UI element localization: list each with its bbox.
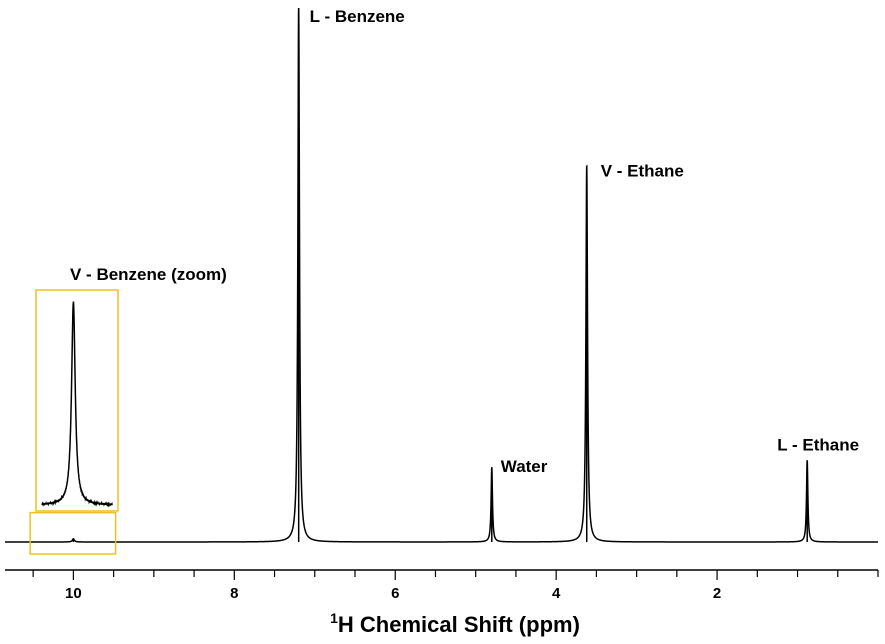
peak-label-v-ethane: V - Ethane	[601, 162, 684, 181]
peak-label-l-ethane: L - Ethane	[777, 435, 859, 454]
zoom-inset-label: V - Benzene (zoom)	[70, 265, 227, 284]
zoom-source-box	[29, 511, 117, 555]
x-tick-label: 4	[552, 585, 561, 602]
spectrum-trace	[5, 8, 878, 543]
peak-label-l-benzene: L - Benzene	[310, 7, 405, 26]
x-axis: 10 8 6 4 2 1H Chemical Shift (ppm)	[5, 569, 879, 637]
x-tick-label: 2	[713, 585, 721, 602]
spectrum-layer	[5, 8, 878, 543]
zoom-inset: V - Benzene (zoom)	[29, 265, 227, 555]
peak-label-water: Water	[501, 457, 548, 476]
x-axis-title-text: H Chemical Shift (ppm)	[338, 612, 580, 637]
zoom-inset-box	[35, 289, 119, 512]
x-tick-label: 10	[65, 585, 82, 602]
peak-labels: L - Benzene V - Ethane Water L - Ethane	[310, 7, 859, 476]
x-axis-title-superscript: 1	[330, 610, 338, 626]
x-axis-ticks: 10 8 6 4 2	[32, 570, 879, 602]
zoom-inset-trace	[41, 301, 113, 508]
x-tick-label: 6	[391, 585, 399, 602]
x-axis-title: 1H Chemical Shift (ppm)	[330, 610, 580, 637]
x-tick-label: 8	[230, 585, 238, 602]
